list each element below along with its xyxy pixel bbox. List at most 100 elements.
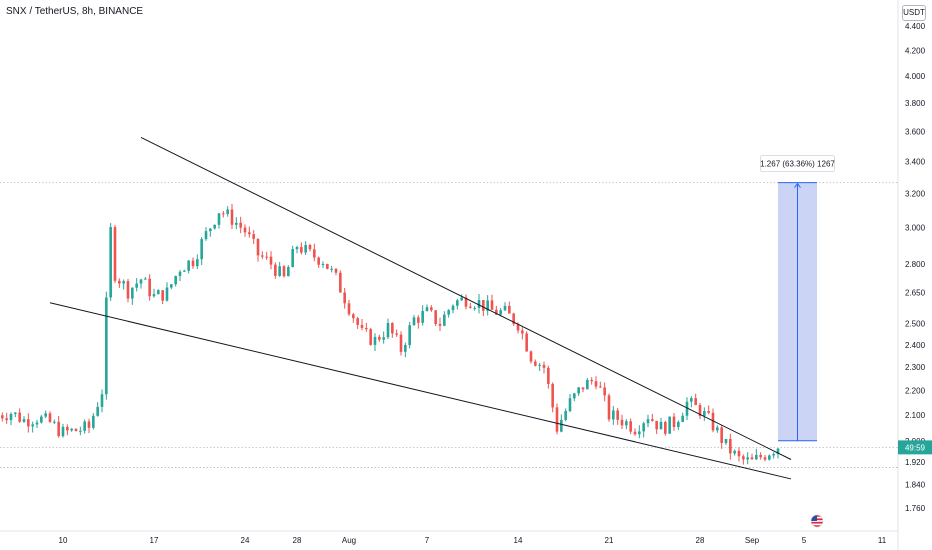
candle-body: [161, 290, 164, 301]
candle-body: [711, 412, 715, 431]
candle-body: [482, 300, 485, 311]
candle-body: [659, 421, 663, 430]
candle-body: [469, 306, 472, 308]
candle-body: [96, 406, 99, 416]
price-tick-label: 4.200: [905, 46, 926, 55]
candle-body: [226, 209, 229, 215]
candle-body: [573, 393, 576, 399]
candle-body: [425, 307, 429, 312]
candle-body: [707, 411, 710, 413]
candle-body: [135, 283, 138, 288]
candle-body: [1, 415, 4, 419]
candle-body: [200, 239, 203, 260]
price-tick-label: 2.300: [905, 363, 926, 372]
time-tick-label: 24: [241, 536, 250, 545]
candle-body: [144, 278, 147, 280]
candle-body: [334, 268, 338, 273]
candle-body: [616, 410, 619, 420]
candle-body: [347, 303, 351, 315]
us-flag-icon[interactable]: [810, 514, 824, 528]
candle-body: [265, 256, 268, 258]
candle-body: [74, 428, 78, 432]
candle-body: [516, 323, 520, 331]
candle-body: [703, 411, 706, 416]
price-tick-label: 1.920: [905, 458, 926, 467]
candle-body: [165, 287, 169, 301]
price-tick-label: 2.500: [905, 319, 926, 328]
candle-body: [53, 421, 56, 423]
candle-body: [664, 421, 667, 434]
price-tick-label: 3.600: [905, 128, 926, 137]
price-tick-label: 1.760: [905, 504, 926, 513]
trendline-upper[interactable]: [140, 136, 792, 460]
candle-body: [304, 244, 307, 253]
candle-body: [412, 317, 416, 326]
candle-body: [148, 278, 151, 297]
candle-body: [291, 249, 294, 268]
candle-body: [581, 387, 585, 390]
price-tick-label: 2.800: [905, 260, 926, 269]
time-tick-label: 28: [696, 536, 705, 545]
candle-body: [66, 426, 69, 431]
candle-body: [421, 311, 424, 323]
candle-body: [360, 324, 364, 328]
candle-body: [378, 336, 381, 340]
candle-body: [178, 271, 182, 276]
candle-body: [287, 267, 290, 277]
candle-body: [330, 268, 333, 270]
candle-body: [27, 419, 30, 427]
candle-body: [464, 297, 468, 307]
candle-body: [222, 213, 225, 215]
price-tick-label: 3.200: [905, 190, 926, 199]
candle-body: [274, 264, 277, 276]
projection-arrowhead: [794, 182, 801, 188]
time-tick-label: Sep: [745, 536, 760, 545]
candle-body: [438, 323, 442, 326]
candle-body: [447, 310, 450, 315]
candle-body: [235, 222, 238, 225]
price-tick-label: 2.650: [905, 289, 926, 298]
candle-body: [672, 416, 676, 427]
candle-body: [668, 416, 671, 434]
candle-body: [187, 260, 190, 271]
candle-body: [191, 260, 195, 267]
trendlines[interactable]: [49, 136, 792, 480]
candle-body: [534, 361, 537, 366]
candle-body: [655, 420, 658, 430]
price-axis[interactable]: 4.400 4.200 4.000 3.800 3.600 3.400 3.200 3.000…: [905, 22, 926, 513]
price-tag-box: [898, 440, 932, 455]
candle-body: [547, 367, 550, 384]
candle-body: [356, 318, 359, 325]
candle-body: [477, 300, 481, 308]
candle-body: [724, 438, 728, 443]
candle-body: [313, 249, 316, 258]
candle-body: [590, 379, 593, 382]
candle-body: [170, 284, 173, 288]
price-tick-label: 2.100: [905, 411, 926, 420]
candle-body: [382, 337, 385, 340]
candle-body: [538, 364, 541, 366]
candle-body: [343, 292, 346, 304]
candle-body: [759, 454, 762, 458]
candle-body: [568, 398, 572, 411]
candle-body: [122, 281, 125, 284]
time-tick-label: 28: [293, 536, 302, 545]
price-tick-label: 4.000: [905, 72, 926, 81]
candle-body: [61, 426, 65, 437]
time-tick-label: 21: [605, 536, 614, 545]
candle-body: [22, 419, 26, 422]
candle-body: [295, 247, 299, 250]
candle-body: [508, 305, 511, 314]
candle-body: [716, 427, 719, 431]
currency-badge[interactable]: USDT: [902, 5, 926, 21]
candle-body: [503, 305, 507, 311]
time-axis[interactable]: 510172428Aug7142128Sep511: [0, 536, 887, 545]
candle-body: [317, 257, 320, 265]
candle-body: [625, 421, 628, 426]
symbol-title: SNX / TetherUS, 8h, BINANCE: [6, 6, 144, 17]
candle-body: [443, 314, 446, 326]
candle-body: [521, 330, 524, 334]
projection-tool[interactable]: 1.267 (63.36%) 1267: [760, 155, 835, 442]
trendline-lower[interactable]: [49, 302, 792, 480]
